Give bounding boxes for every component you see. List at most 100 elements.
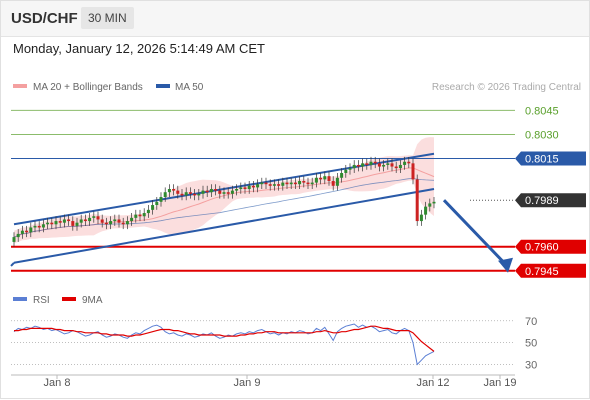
candle-body [293, 182, 297, 185]
candle-body [176, 190, 180, 194]
candle-body [352, 164, 356, 169]
candle-body [323, 176, 327, 180]
candle-body [251, 185, 255, 188]
rsi-9ma-line [14, 325, 435, 352]
candle-body [130, 217, 134, 222]
candle-body [155, 201, 159, 206]
legend-swatch-ma50 [156, 84, 170, 88]
candle-body [113, 219, 117, 222]
candle-body [33, 225, 37, 228]
candle-body [75, 222, 79, 226]
level-label-0-7945: 0.7945 [525, 266, 559, 278]
forecast-arrow-line [442, 199, 510, 268]
candle-body [277, 184, 281, 186]
candle-body [239, 187, 243, 189]
candle-body [348, 168, 352, 170]
candle-body [121, 222, 125, 225]
rsi-tick-50: 50 [525, 338, 537, 350]
candle-body [172, 189, 176, 191]
candle-body [37, 225, 41, 228]
candle-body [50, 222, 54, 225]
candle-body [92, 216, 96, 218]
x-tick-label: Jan 12 [416, 377, 449, 389]
level-tag-0-7960 [515, 239, 586, 254]
level-label-0-8030: 0.8030 [525, 129, 559, 141]
candle-body [386, 163, 390, 165]
candle-body [319, 177, 323, 180]
candle-body [268, 184, 272, 186]
candle-body [331, 180, 335, 186]
legend-label-9ma: 9MA [82, 295, 103, 306]
x-tick-label: Jan 19 [483, 377, 516, 389]
candle-body [302, 180, 306, 183]
candle-body [201, 190, 205, 194]
x-tick-label: Jan 9 [234, 377, 261, 389]
rsi-tick-30: 30 [525, 360, 537, 372]
level-label-0-8015: 0.8015 [525, 154, 559, 166]
candle-body [188, 192, 192, 194]
x-tick-label: Jan 8 [44, 377, 71, 389]
candle-body [428, 203, 432, 207]
symbol-title: USD/CHF [11, 10, 78, 27]
channel-lower-extension [10, 262, 15, 267]
candle-body [340, 172, 344, 178]
candle-body [180, 193, 184, 196]
candle-body [260, 182, 264, 185]
level-label-0-7989: 0.7989 [525, 195, 559, 207]
candle-body [403, 161, 407, 165]
candle-body [369, 161, 373, 165]
candle-body [20, 230, 24, 234]
legend-label-rsi: RSI [33, 295, 50, 306]
candle-body [411, 163, 415, 180]
candle-body [146, 209, 150, 214]
candle-body [247, 185, 251, 189]
candle-body [29, 227, 33, 233]
candle-body [83, 219, 87, 222]
candle-body [117, 219, 121, 223]
candle-body [344, 169, 348, 173]
candle-body [46, 222, 50, 225]
candle-body [184, 192, 188, 196]
candle-body [205, 190, 209, 193]
legend-swatch-bollinger [13, 84, 27, 88]
level-tag-0-7945 [515, 263, 586, 278]
candle-body [16, 233, 20, 238]
level-label-0-7960: 0.7960 [525, 242, 559, 254]
legend-swatch-9ma [62, 297, 76, 301]
candle-body [134, 214, 138, 218]
candle-body [235, 189, 239, 191]
candle-body [365, 163, 369, 165]
candle-body [373, 161, 377, 164]
candle-body [314, 177, 318, 183]
candle-body [335, 177, 339, 186]
rsi-tick-70: 70 [525, 316, 537, 328]
candle-body [230, 190, 234, 194]
candle-body [361, 163, 365, 167]
candle-body [41, 224, 45, 228]
candle-body [142, 213, 146, 217]
candle-body [138, 214, 142, 217]
candle-body [226, 192, 230, 194]
timeframe-button[interactable]: 30 MIN [81, 7, 134, 29]
datetime-label: Monday, January 12, 2026 5:14:49 AM CET [13, 41, 265, 56]
candle-body [310, 182, 314, 185]
candle-body [356, 164, 360, 167]
channel-lower-line [13, 188, 435, 264]
candle-body [104, 222, 108, 225]
candle-body [285, 182, 289, 185]
candle-body [167, 189, 171, 193]
candle-body [415, 179, 419, 222]
candle-body [209, 189, 213, 193]
candle-body [125, 221, 129, 225]
copyright-text: Research © 2026 Trading Central [432, 82, 581, 93]
candle-body [424, 206, 428, 215]
candle-body [62, 219, 66, 223]
candle-body [88, 217, 92, 222]
candle-body [12, 237, 16, 242]
candle-body [54, 221, 58, 225]
candle-body [419, 214, 423, 222]
candle-body [394, 166, 398, 169]
candle-body [197, 193, 201, 196]
